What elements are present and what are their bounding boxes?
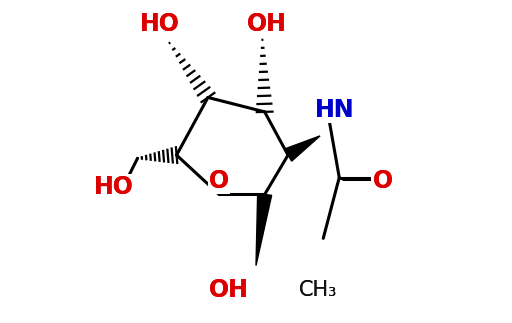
Text: HN: HN (315, 98, 354, 122)
Text: O: O (372, 169, 393, 193)
Text: HO: HO (140, 12, 180, 36)
Text: OH: OH (209, 277, 249, 302)
Text: HO: HO (140, 12, 180, 36)
Text: OH: OH (247, 12, 287, 36)
Text: O: O (372, 169, 393, 193)
Text: CH₃: CH₃ (299, 280, 337, 300)
Text: OH: OH (209, 277, 249, 302)
Polygon shape (284, 136, 320, 161)
Text: O: O (372, 169, 393, 193)
Text: OH: OH (247, 12, 287, 36)
Text: CH₃: CH₃ (299, 280, 337, 300)
Polygon shape (256, 193, 272, 266)
Text: O: O (209, 169, 229, 193)
Text: HO: HO (140, 12, 180, 36)
Text: O: O (209, 169, 229, 193)
Text: OH: OH (247, 12, 287, 36)
Text: HO: HO (94, 175, 134, 199)
Text: O: O (209, 169, 229, 193)
Text: CH₃: CH₃ (299, 280, 337, 300)
Text: HO: HO (94, 175, 134, 199)
Text: HN: HN (315, 98, 354, 122)
Text: OH: OH (209, 277, 249, 302)
Text: HN: HN (315, 98, 354, 122)
Text: HO: HO (94, 175, 134, 199)
